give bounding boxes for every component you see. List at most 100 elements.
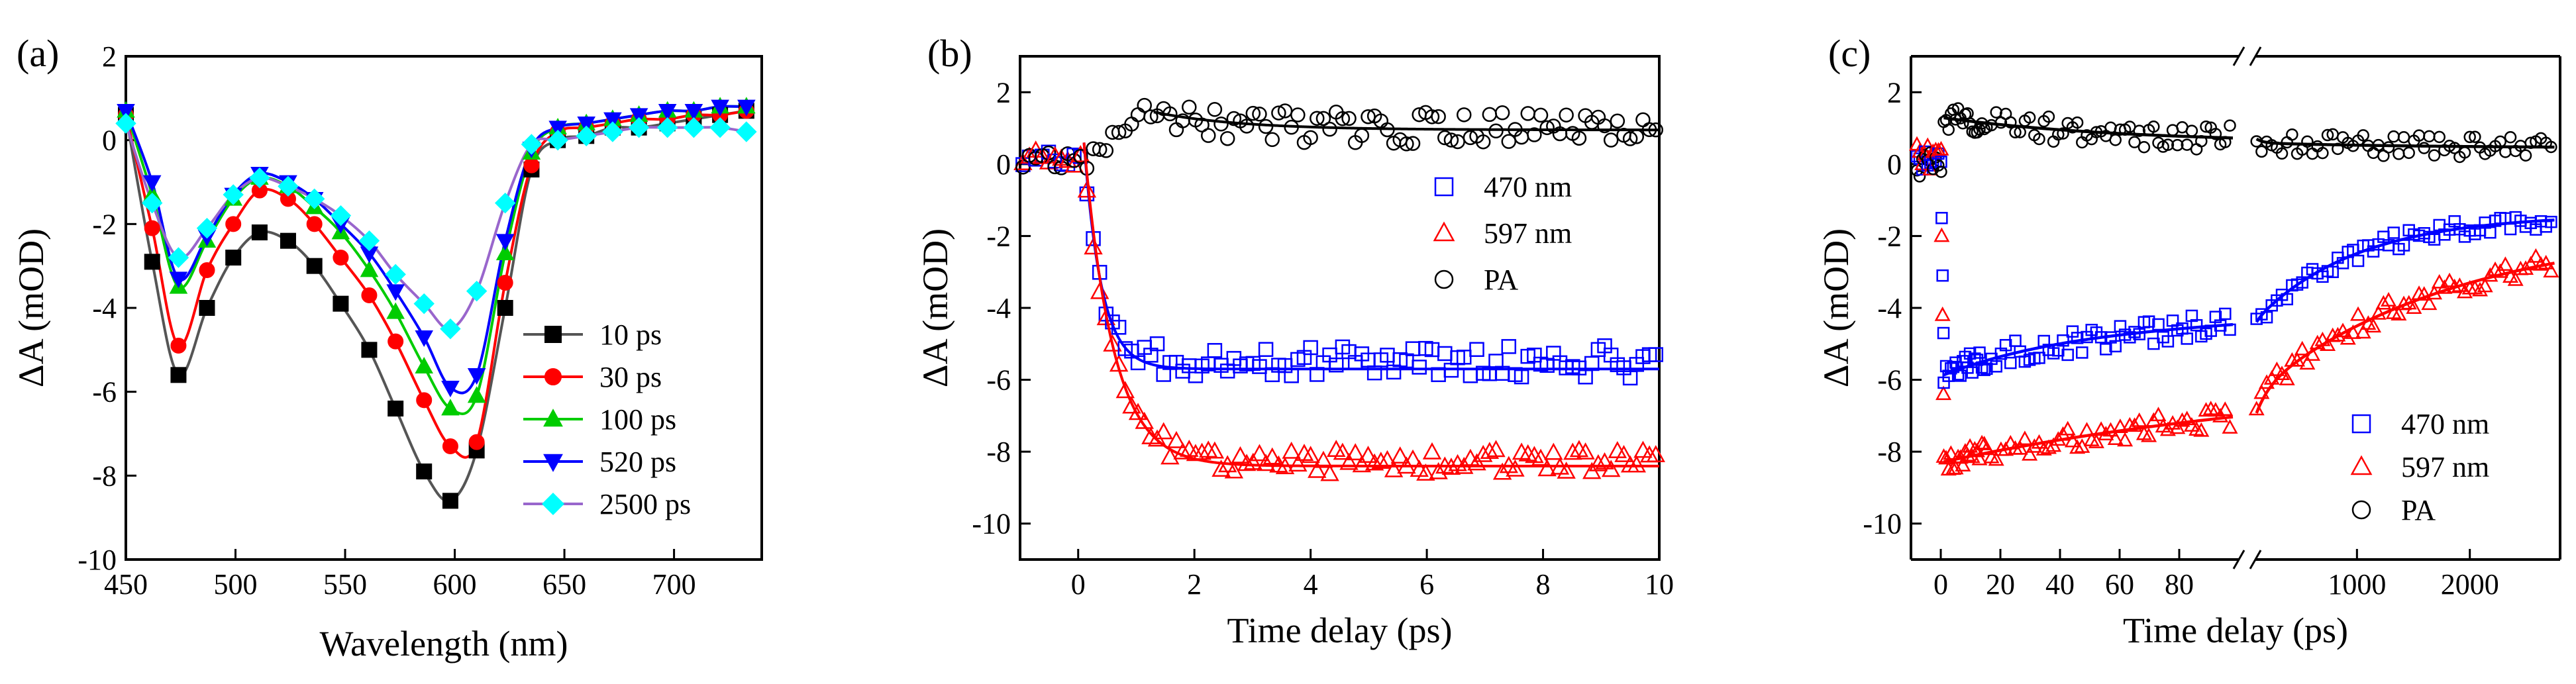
data-point <box>2365 318 2382 333</box>
data-point <box>1537 459 1557 477</box>
data-point <box>1365 453 1384 471</box>
data-point <box>1256 454 1276 471</box>
data-point <box>1390 446 1410 464</box>
data-point <box>2057 127 2069 140</box>
data-point <box>142 192 163 214</box>
data-point <box>225 216 242 232</box>
data-point <box>1341 111 1357 126</box>
data-point <box>1934 306 1951 321</box>
data-point <box>1533 107 1549 123</box>
data-point <box>628 117 650 138</box>
data-point <box>1243 452 1263 470</box>
data-point <box>2543 263 2559 277</box>
panel-c-label: (c) <box>1828 32 1871 75</box>
legend-label: 520 ps <box>599 446 676 478</box>
data-point <box>251 224 268 240</box>
legend-marker <box>544 368 562 385</box>
x-tick-label: 60 <box>2105 568 2134 601</box>
data-point <box>1486 440 1506 458</box>
data-point <box>2022 446 2038 461</box>
data-point <box>2416 286 2432 301</box>
data-point <box>2217 401 2234 416</box>
axis-break-mark <box>2249 550 2262 569</box>
data-point <box>1475 134 1491 150</box>
data-point <box>1557 462 1576 479</box>
data-point <box>1954 369 1967 382</box>
data-point <box>577 116 595 134</box>
panel-a-label: (a) <box>17 32 59 75</box>
data-point <box>169 271 188 289</box>
data-point <box>1588 454 1608 471</box>
data-point <box>2519 149 2532 162</box>
fit-line <box>1943 415 2234 464</box>
data-point <box>1264 132 1280 148</box>
data-point <box>1437 346 1453 362</box>
x-tick-label: 500 <box>214 568 258 601</box>
data-point <box>2393 148 2405 160</box>
data-point <box>494 192 516 214</box>
data-point <box>2345 324 2361 339</box>
data-point <box>2316 146 2329 160</box>
data-point <box>2128 136 2141 148</box>
x-tick-label: 20 <box>1986 568 2015 601</box>
data-point <box>2431 273 2447 289</box>
legend-label: 30 ps <box>599 361 662 393</box>
data-point <box>2169 419 2186 434</box>
data-point <box>2141 427 2157 442</box>
data-point <box>2350 306 2367 321</box>
y-tick-label: -4 <box>986 292 1011 324</box>
data-point <box>2181 332 2193 345</box>
data-point <box>442 438 458 454</box>
data-point <box>2428 149 2441 162</box>
y-tick-label: -2 <box>92 208 117 240</box>
data-point <box>2301 135 2314 148</box>
data-point <box>330 205 352 226</box>
data-point <box>2497 256 2514 271</box>
data-point <box>1335 111 1351 126</box>
data-point <box>1352 455 1372 473</box>
data-point <box>1938 450 1955 465</box>
data-point <box>1480 442 1500 460</box>
data-point <box>2472 281 2489 297</box>
legend-label: 100 ps <box>599 403 676 436</box>
data-point <box>386 284 405 301</box>
data-point <box>2147 121 2160 133</box>
data-point <box>1310 111 1325 126</box>
data-point <box>1431 109 1446 124</box>
data-point <box>2202 401 2219 415</box>
x-axis-title: Time delay (ps) <box>2123 611 2348 650</box>
data-point <box>1339 452 1359 470</box>
data-point <box>2126 417 2143 432</box>
data-point <box>1128 403 1148 420</box>
plot-frame <box>1019 55 1661 561</box>
data-point <box>1473 444 1493 462</box>
data-point <box>2042 110 2055 123</box>
data-point <box>2442 272 2458 287</box>
data-point <box>1303 340 1318 356</box>
data-point <box>360 260 379 277</box>
x-tick-label: 700 <box>652 568 696 601</box>
data-point <box>1384 460 1404 477</box>
data-point <box>416 464 433 479</box>
x-axis-title: Wavelength (nm) <box>319 624 568 663</box>
data-point <box>2142 315 2155 328</box>
data-point <box>2375 295 2392 310</box>
data-point <box>1231 446 1250 464</box>
legend-label: 10 ps <box>599 318 662 351</box>
data-point <box>1252 359 1267 374</box>
data-point <box>468 434 485 450</box>
data-point <box>1608 441 1627 458</box>
data-point <box>1288 454 1308 472</box>
legend-marker <box>2351 414 2371 434</box>
x-tick-label: 550 <box>323 568 367 601</box>
data-point <box>2185 124 2198 137</box>
series-line <box>125 122 747 330</box>
data-point <box>1443 132 1459 148</box>
data-point <box>629 108 648 125</box>
data-point <box>2299 355 2316 370</box>
y-tick-label: 2 <box>102 40 117 73</box>
data-point <box>2484 226 2497 239</box>
data-point <box>1932 159 1945 172</box>
data-point <box>1563 442 1582 460</box>
